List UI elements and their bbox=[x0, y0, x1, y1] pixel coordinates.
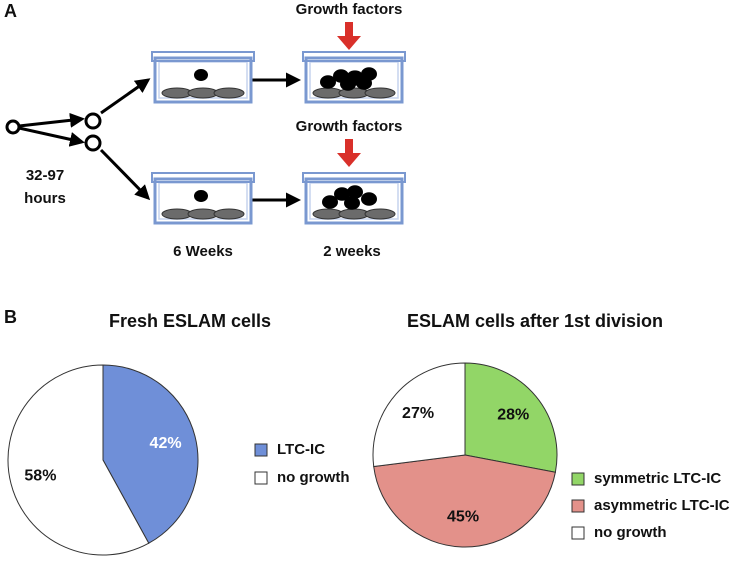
dish-lid bbox=[302, 51, 406, 62]
arrow bbox=[100, 78, 151, 115]
cell bbox=[334, 187, 350, 201]
dish-lid bbox=[302, 172, 406, 183]
red-arrow bbox=[345, 139, 353, 155]
legend-label: symmetric LTC-IC bbox=[594, 470, 721, 487]
stromal-cell bbox=[213, 208, 245, 220]
value-label: 42% bbox=[150, 435, 182, 452]
stage-label: 6 Weeks bbox=[173, 243, 233, 260]
cell bbox=[340, 77, 356, 91]
arrow bbox=[18, 112, 85, 128]
legend-swatch bbox=[254, 471, 268, 485]
stromal-cell bbox=[364, 87, 396, 99]
value-label: 28% bbox=[497, 406, 529, 423]
value-label: 27% bbox=[402, 405, 434, 422]
duration-label: hours bbox=[24, 190, 66, 207]
cell bbox=[361, 192, 377, 206]
legend-label: asymmetric LTC-IC bbox=[594, 497, 730, 514]
culture-dishes bbox=[151, 51, 406, 225]
cell bbox=[320, 75, 336, 89]
lineage-arrows bbox=[5, 72, 301, 208]
pie-slice bbox=[464, 362, 558, 473]
cell bbox=[5, 119, 21, 135]
arrow bbox=[18, 126, 85, 147]
legend-swatch bbox=[254, 443, 268, 457]
cell bbox=[84, 134, 102, 152]
growth-factor-arrows bbox=[337, 22, 361, 167]
chart-title: ESLAM cells after 1st division bbox=[407, 311, 663, 331]
stromal-cell bbox=[213, 87, 245, 99]
panel-label: B bbox=[4, 307, 17, 327]
cell bbox=[194, 190, 208, 202]
cell bbox=[194, 69, 208, 81]
cell bbox=[356, 76, 372, 90]
legend-swatch bbox=[571, 499, 585, 513]
cell bbox=[84, 112, 102, 130]
cell bbox=[347, 185, 363, 199]
pie-slice bbox=[102, 364, 199, 544]
value-label: 58% bbox=[24, 467, 56, 484]
cell bbox=[344, 196, 360, 210]
legend-swatch bbox=[571, 472, 585, 486]
cell bbox=[322, 195, 338, 209]
panel-label: A bbox=[4, 1, 17, 21]
legend-swatch bbox=[571, 526, 585, 540]
arrow bbox=[99, 148, 151, 201]
pie-slice bbox=[372, 362, 466, 468]
dish-lid bbox=[151, 172, 255, 183]
growth-factors-label: Growth factors bbox=[296, 1, 403, 18]
red-arrow bbox=[345, 22, 353, 38]
stage-label: 2 weeks bbox=[323, 243, 381, 260]
legend-label: no growth bbox=[594, 524, 666, 541]
pie-slice bbox=[373, 454, 556, 548]
pie-slice bbox=[7, 364, 150, 556]
growth-factors-label: Growth factors bbox=[296, 118, 403, 135]
legend-label: LTC-IC bbox=[277, 441, 325, 458]
chart-title: Fresh ESLAM cells bbox=[109, 311, 271, 331]
dish-lid bbox=[151, 51, 255, 62]
red-arrow bbox=[337, 36, 361, 50]
duration-label: 32-97 bbox=[26, 167, 64, 184]
stromal-cell bbox=[364, 208, 396, 220]
legend-label: no growth bbox=[277, 469, 349, 486]
red-arrow bbox=[337, 153, 361, 167]
value-label: 45% bbox=[447, 509, 479, 526]
